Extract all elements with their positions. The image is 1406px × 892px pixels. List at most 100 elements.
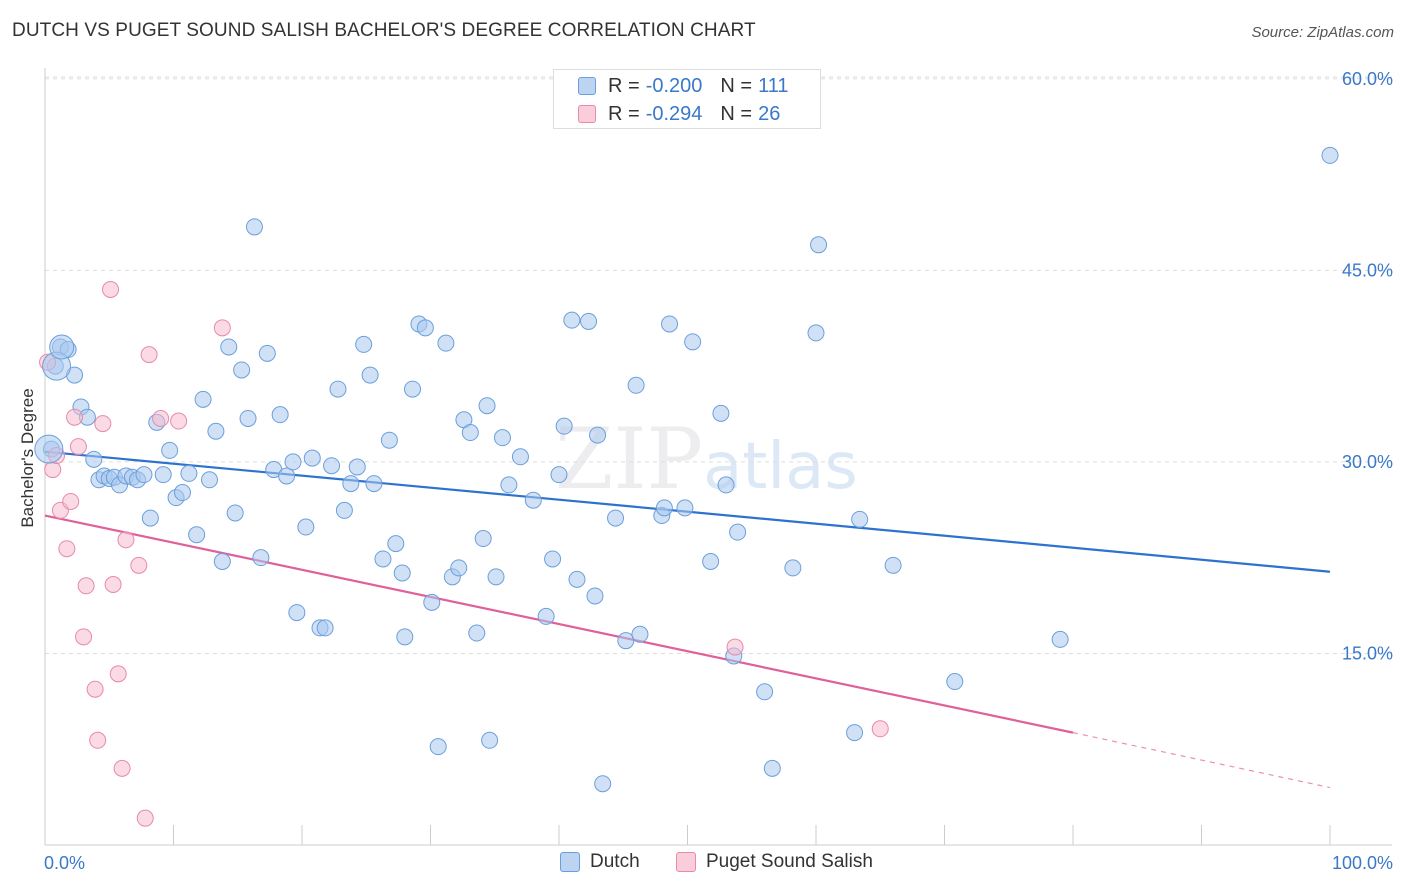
- dutch-point: [220, 338, 238, 356]
- dutch-point: [511, 448, 529, 466]
- dutch-point: [607, 509, 625, 527]
- dutch-point: [550, 466, 568, 484]
- dutch-point: [946, 673, 964, 691]
- dutch-point: [437, 334, 455, 352]
- dutch-point: [245, 218, 263, 236]
- dutch-point: [34, 434, 64, 464]
- y-tick-label: 60.0%: [1342, 69, 1393, 89]
- dutch-point: [676, 499, 694, 517]
- puget-swatch: [578, 105, 596, 123]
- dutch-point: [361, 366, 379, 384]
- legend-n-value: 26: [758, 102, 781, 125]
- dutch-point: [49, 334, 75, 360]
- dutch-point: [173, 484, 191, 502]
- legend-row-puget: R = -0.294 N = 26: [578, 102, 780, 126]
- dutch-point: [655, 499, 673, 517]
- tick-labels: 15.0% 30.0% 45.0% 60.0% 0.0% 100.0%: [44, 69, 1393, 873]
- dutch-point: [784, 559, 802, 577]
- stats-legend: R = -0.200 N = 111 R = -0.294 N = 26: [553, 69, 821, 129]
- dutch-point: [387, 535, 405, 553]
- legend-row-dutch: R = -0.200 N = 111: [578, 74, 789, 98]
- puget-point: [94, 415, 112, 433]
- dutch-point: [589, 426, 607, 444]
- dutch-point: [524, 491, 542, 509]
- puget-point: [213, 319, 231, 337]
- dutch-point: [323, 457, 341, 475]
- dutch-point: [188, 526, 206, 544]
- puget-point: [109, 665, 127, 683]
- puget-point: [62, 492, 80, 510]
- legend-n-label: N =: [720, 102, 753, 125]
- dutch-point: [396, 628, 414, 646]
- dutch-point: [717, 476, 735, 494]
- dutch-point: [226, 504, 244, 522]
- dutch-point: [288, 604, 306, 622]
- dutch-point: [807, 324, 825, 342]
- dutch-point: [474, 530, 492, 548]
- dutch-point: [252, 549, 270, 567]
- puget-point: [104, 575, 122, 593]
- puget-point: [89, 731, 107, 749]
- dutch-point: [316, 619, 334, 637]
- dutch-point: [239, 409, 257, 427]
- dutch-point: [1321, 146, 1339, 164]
- dutch-point: [365, 475, 383, 493]
- dutch-point: [594, 775, 612, 793]
- dutch-point: [180, 464, 198, 482]
- legend-item-dutch: Dutch: [560, 851, 640, 873]
- dutch-point: [393, 564, 411, 582]
- dutch-point: [481, 731, 499, 749]
- legend-label-puget: Puget Sound Salish: [706, 851, 873, 872]
- dutch-point: [712, 404, 730, 422]
- puget-point: [140, 346, 158, 364]
- dutch-point: [568, 570, 586, 588]
- dutch-point: [380, 431, 398, 449]
- x-tick-label: 100.0%: [1332, 853, 1393, 873]
- dutch-point: [135, 466, 153, 484]
- dutch-point: [487, 568, 505, 586]
- axes: [44, 68, 1392, 846]
- dutch-point: [729, 523, 747, 541]
- dutch-point: [544, 550, 562, 568]
- puget-point: [871, 720, 889, 738]
- dutch-point: [763, 759, 781, 777]
- legend-label-dutch: Dutch: [590, 851, 640, 872]
- legend-n-value: 111: [758, 74, 789, 97]
- legend-n-label: N =: [720, 74, 753, 97]
- dutch-point: [85, 450, 103, 468]
- puget-point: [130, 556, 148, 574]
- dutch-point: [335, 501, 353, 519]
- dutch-point: [278, 467, 296, 485]
- dutch-point: [461, 424, 479, 442]
- source-label: Source: ZipAtlas.com: [1251, 24, 1394, 41]
- dutch-point: [429, 738, 447, 756]
- puget-point: [726, 638, 744, 656]
- puget-point: [170, 412, 188, 430]
- dutch-point: [851, 510, 869, 528]
- dutch-point: [586, 587, 604, 605]
- dutch-point: [154, 466, 172, 484]
- dutch-point: [348, 458, 366, 476]
- dutch-swatch: [560, 852, 580, 872]
- y-axis-label: Bachelor's Degree: [18, 388, 37, 528]
- dutch-point: [207, 422, 225, 440]
- puget-point: [136, 809, 154, 827]
- legend-r-value: -0.200: [645, 74, 703, 97]
- y-tick-label: 15.0%: [1342, 643, 1393, 663]
- dutch-point: [303, 449, 321, 467]
- dutch-point: [213, 553, 231, 571]
- legend-r-label: R =: [608, 102, 640, 125]
- dutch-point: [493, 429, 511, 447]
- dutch-point: [555, 417, 573, 435]
- dutch-point: [756, 683, 774, 701]
- dutch-point: [1051, 630, 1069, 648]
- dutch-point: [271, 406, 289, 424]
- y-tick-label: 45.0%: [1342, 260, 1393, 280]
- dutch-point: [684, 333, 702, 351]
- dutch-point: [810, 236, 828, 254]
- dutch-point: [884, 556, 902, 574]
- dutch-point: [661, 315, 679, 333]
- dutch-point: [258, 344, 276, 362]
- dutch-point: [297, 518, 315, 536]
